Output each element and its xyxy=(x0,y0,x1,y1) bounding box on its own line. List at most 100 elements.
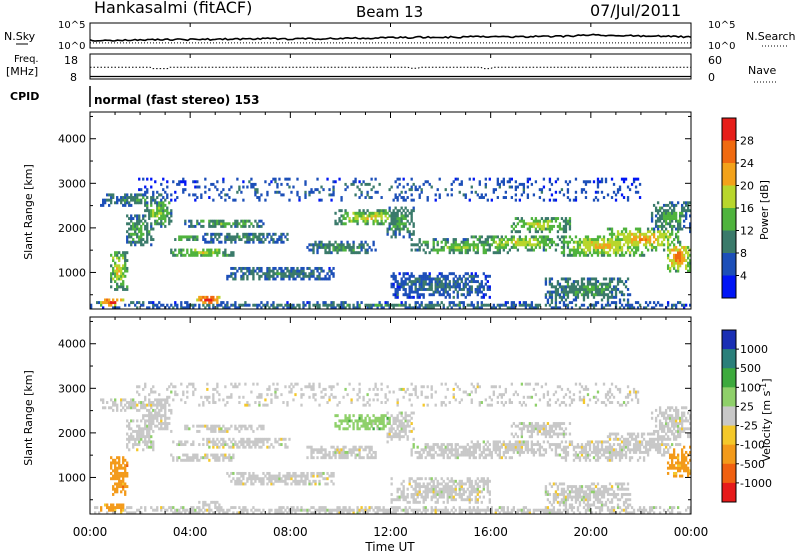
echo-cell xyxy=(404,411,407,415)
echo-cell xyxy=(230,395,233,399)
echo-cell xyxy=(642,232,646,236)
echo-cell xyxy=(560,287,564,291)
echo-cell xyxy=(500,238,503,242)
echo-cell xyxy=(110,301,113,305)
echo-cell xyxy=(252,471,255,475)
echo-cell xyxy=(246,232,249,236)
echo-cell xyxy=(554,180,558,184)
echo-cell xyxy=(238,235,241,239)
echo-cell xyxy=(550,193,554,197)
echo-cell xyxy=(342,508,345,512)
echo-cell xyxy=(684,248,688,252)
echo-cell xyxy=(474,272,477,276)
echo-cell xyxy=(120,266,123,270)
echo-cell xyxy=(116,282,119,286)
echo-cell xyxy=(380,419,383,423)
echo-cell xyxy=(300,393,303,397)
echo-cell xyxy=(606,295,610,299)
echo-cell xyxy=(670,303,674,307)
echo-cell xyxy=(526,248,530,252)
echo-cell xyxy=(192,453,195,457)
echo-cell xyxy=(380,217,383,220)
echo-cell xyxy=(644,301,648,305)
echo-cell xyxy=(436,287,439,291)
echo-cell xyxy=(546,301,550,305)
echo-cell xyxy=(266,303,269,307)
echo-cell xyxy=(156,401,159,404)
echo-cell xyxy=(306,445,309,449)
echo-cell xyxy=(278,506,281,510)
echo-cell xyxy=(102,306,105,310)
echo-cell xyxy=(318,511,321,515)
echo-cell xyxy=(432,240,435,244)
echo-cell xyxy=(406,295,409,299)
echo-cell xyxy=(234,482,237,486)
echo-cell xyxy=(632,238,636,242)
echo-cell xyxy=(146,222,149,226)
echo-cell xyxy=(612,190,616,194)
echo-cell xyxy=(148,232,151,236)
echo-cell xyxy=(586,235,590,239)
echo-cell xyxy=(280,443,283,447)
echo-cell xyxy=(402,485,405,489)
echo-cell xyxy=(292,471,295,475)
echo-cell xyxy=(414,303,417,307)
echo-cell xyxy=(398,424,401,428)
echo-cell xyxy=(224,453,227,457)
echo-cell xyxy=(482,196,485,199)
echo-cell xyxy=(666,235,670,239)
echo-cell xyxy=(170,198,173,202)
echo-cell xyxy=(640,232,644,236)
echo-cell xyxy=(282,401,285,404)
echo-cell xyxy=(468,177,471,181)
echo-cell xyxy=(320,240,323,244)
echo-cell xyxy=(442,277,445,281)
echo-cell xyxy=(212,198,215,202)
echo-cell xyxy=(130,401,133,404)
echo-cell xyxy=(372,219,375,223)
echo-cell xyxy=(358,390,361,394)
echo-cell xyxy=(396,506,399,510)
echo-cell xyxy=(280,266,283,270)
echo-cell xyxy=(452,245,455,249)
echo-cell xyxy=(202,295,205,299)
echo-cell xyxy=(108,508,111,512)
echo-cell xyxy=(400,211,403,215)
echo-cell xyxy=(632,253,636,257)
echo-cell xyxy=(676,201,680,205)
echo-cell xyxy=(476,243,479,247)
echo-cell xyxy=(492,235,495,239)
echo-cell xyxy=(240,437,243,441)
echo-cell xyxy=(218,427,221,431)
echo-cell xyxy=(654,248,658,252)
echo-cell xyxy=(536,230,540,234)
echo-cell xyxy=(402,293,405,297)
echo-cell xyxy=(610,235,614,239)
echo-cell xyxy=(164,414,167,418)
echo-cell xyxy=(120,282,123,286)
echo-cell xyxy=(328,398,331,402)
echo-cell xyxy=(136,198,139,202)
echo-cell xyxy=(654,238,658,242)
echo-cell xyxy=(484,248,487,252)
echo-cell xyxy=(242,235,245,239)
echo-cell xyxy=(370,217,373,220)
echo-cell xyxy=(454,248,457,252)
echo-cell xyxy=(396,295,399,299)
echo-cell xyxy=(438,285,441,289)
echo-cell xyxy=(326,453,329,457)
echo-cell xyxy=(126,461,129,465)
echo-cell xyxy=(154,201,157,205)
echo-cell xyxy=(480,196,483,199)
echo-cell xyxy=(230,393,233,397)
echo-cell xyxy=(292,508,295,512)
echo-cell xyxy=(444,295,447,299)
echo-cell xyxy=(250,182,253,186)
echo-cell xyxy=(158,211,161,215)
echo-cell xyxy=(262,272,265,276)
echo-cell xyxy=(598,180,602,184)
echo-cell xyxy=(124,469,127,473)
echo-cell xyxy=(116,306,119,310)
echo-cell xyxy=(568,301,572,305)
echo-cell xyxy=(404,506,407,510)
